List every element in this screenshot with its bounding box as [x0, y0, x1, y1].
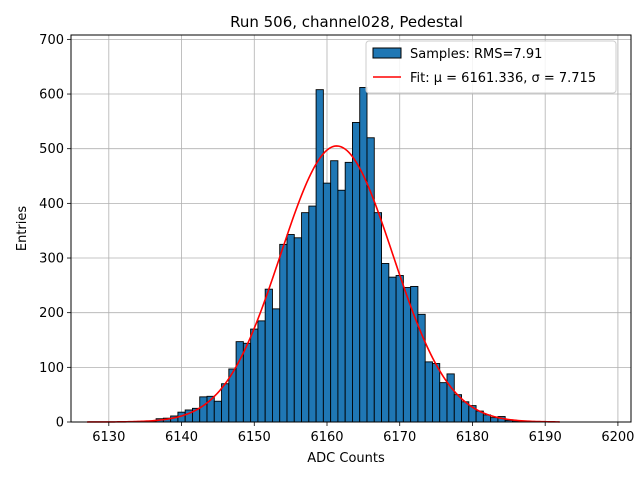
histogram-bar: [286, 234, 295, 423]
histogram-bar: [199, 396, 208, 423]
histogram-bar: [402, 287, 412, 423]
histogram-bar: [417, 313, 426, 423]
histogram-bar: [250, 328, 259, 423]
histogram-bar: [424, 361, 433, 423]
histogram-bar: [359, 87, 368, 423]
histogram-bar: [337, 189, 346, 423]
x-axis-label: ADC Counts: [307, 451, 385, 466]
x-tick-label: 6130: [92, 430, 125, 445]
legend-label-samples: Samples: RMS=7.91: [410, 47, 542, 62]
histogram-bar: [301, 212, 310, 423]
histogram-bar: [308, 205, 317, 423]
y-tick-label: 600: [39, 88, 64, 103]
histogram-bar: [322, 182, 332, 423]
chart-title: Run 506, channel028, Pedestal: [230, 13, 463, 31]
x-tick-label: 6140: [165, 430, 198, 445]
y-tick-label: 200: [39, 306, 64, 321]
histogram-bars: [133, 87, 528, 423]
y-tick-label: 700: [39, 33, 64, 48]
histogram-bar: [257, 320, 266, 423]
histogram-bar: [293, 237, 302, 423]
legend-box: [365, 40, 617, 94]
x-tick-label: 6200: [601, 430, 634, 445]
histogram-bar: [439, 382, 448, 423]
histogram-bar: [388, 276, 397, 423]
legend-label-fit: Fit: μ = 6161.336, σ = 7.715: [410, 71, 596, 86]
x-tick-label: 6190: [529, 430, 562, 445]
y-tick-label: 500: [39, 142, 64, 157]
x-tick-label: 6180: [456, 430, 489, 445]
legend-swatch-samples: [372, 47, 402, 59]
x-tick-label: 6170: [383, 430, 416, 445]
histogram-bar: [330, 160, 339, 423]
histogram-bar: [432, 363, 441, 423]
x-axis-ticks: 6130 6140 6150 6160 6170 6180 6190 6200: [92, 422, 634, 445]
histogram-bar: [213, 400, 222, 423]
y-axis-label: Entries: [15, 206, 30, 252]
x-tick-label: 6150: [238, 430, 271, 445]
histogram-bar: [490, 417, 499, 423]
plot-frame: [70, 34, 632, 423]
histogram-bar: [264, 288, 273, 423]
legend: Samples: RMS=7.91 Fit: μ = 6161.336, σ =…: [365, 40, 617, 94]
histogram-bar: [315, 89, 324, 423]
histogram-bar: [221, 383, 230, 423]
histogram-bar: [279, 243, 288, 423]
y-tick-label: 0: [56, 416, 64, 431]
histogram-bar: [373, 212, 382, 423]
histogram-bar: [242, 342, 252, 423]
histogram-bar: [272, 308, 281, 423]
y-tick-label: 300: [39, 252, 64, 267]
y-tick-label: 100: [39, 361, 64, 376]
x-tick-label: 6160: [310, 430, 343, 445]
histogram-bar: [344, 161, 353, 423]
y-tick-label: 400: [39, 197, 64, 212]
histogram-bar: [381, 263, 390, 423]
y-axis-ticks: 0 100 200 300 400 500 600 700: [39, 33, 71, 431]
histogram-bar: [446, 373, 455, 423]
gaussian-fit-line: [86, 145, 560, 423]
histogram-bar: [395, 275, 404, 423]
histogram-bar: [366, 137, 375, 423]
